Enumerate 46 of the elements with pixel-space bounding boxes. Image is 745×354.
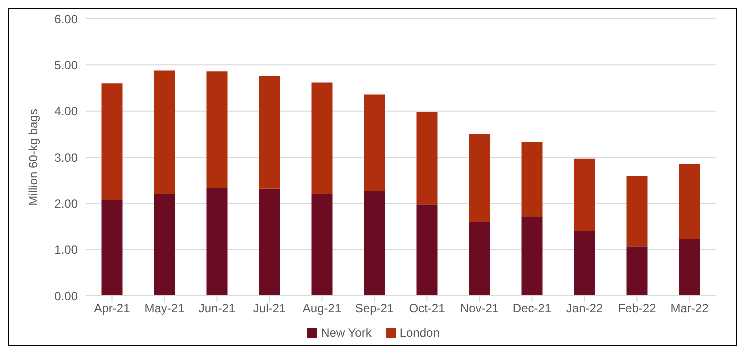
- bar: [102, 200, 123, 296]
- bar: [259, 188, 280, 296]
- x-tick-label: Mar-22: [670, 302, 710, 316]
- bar: [626, 176, 648, 247]
- bar: [154, 194, 176, 296]
- bar: [259, 76, 280, 189]
- y-tick-label: 5.00: [54, 58, 78, 72]
- bar: [574, 231, 596, 296]
- bar: [102, 84, 123, 200]
- bar: [312, 194, 333, 296]
- y-tick-label: 3.00: [54, 150, 78, 165]
- x-tick-label: Dec-21: [512, 302, 552, 316]
- x-tick-label: Jul-21: [253, 302, 286, 316]
- x-tick-label: Sep-21: [355, 302, 394, 316]
- legend-label: London: [398, 326, 440, 340]
- x-tick-label: Feb-22: [618, 302, 657, 316]
- bar: [206, 72, 228, 188]
- x-tick-label: Aug-21: [302, 302, 342, 316]
- bar: [364, 94, 386, 192]
- bar: [364, 191, 386, 296]
- bar: [522, 142, 543, 218]
- bar: [522, 218, 543, 296]
- y-tick-label: 0.00: [54, 289, 78, 304]
- legend-label: New York: [320, 326, 372, 340]
- y-tick-label: 6.00: [54, 12, 78, 26]
- bar: [469, 222, 490, 296]
- bar: [206, 188, 228, 296]
- x-tick-label: Jun-21: [198, 302, 236, 316]
- x-tick-label: May-21: [144, 302, 186, 316]
- bar: [154, 70, 176, 194]
- bar: [679, 239, 700, 296]
- bar: [574, 158, 596, 232]
- x-tick-label: Apr-21: [94, 302, 131, 316]
- y-tick-label: 1.00: [54, 243, 78, 258]
- bar: [416, 204, 438, 296]
- bar: [679, 164, 700, 240]
- bar: [469, 134, 490, 222]
- bar: [312, 82, 333, 194]
- y-axis-title: Million 60-kg bags: [26, 109, 40, 206]
- x-tick-label: Oct-21: [409, 302, 446, 316]
- y-tick-label: 4.00: [54, 104, 78, 119]
- bar: [626, 246, 648, 296]
- x-tick-label: Nov-21: [460, 302, 500, 316]
- y-tick-label: 2.00: [54, 196, 78, 211]
- bar: [416, 112, 438, 205]
- x-tick-label: Jan-22: [566, 302, 604, 316]
